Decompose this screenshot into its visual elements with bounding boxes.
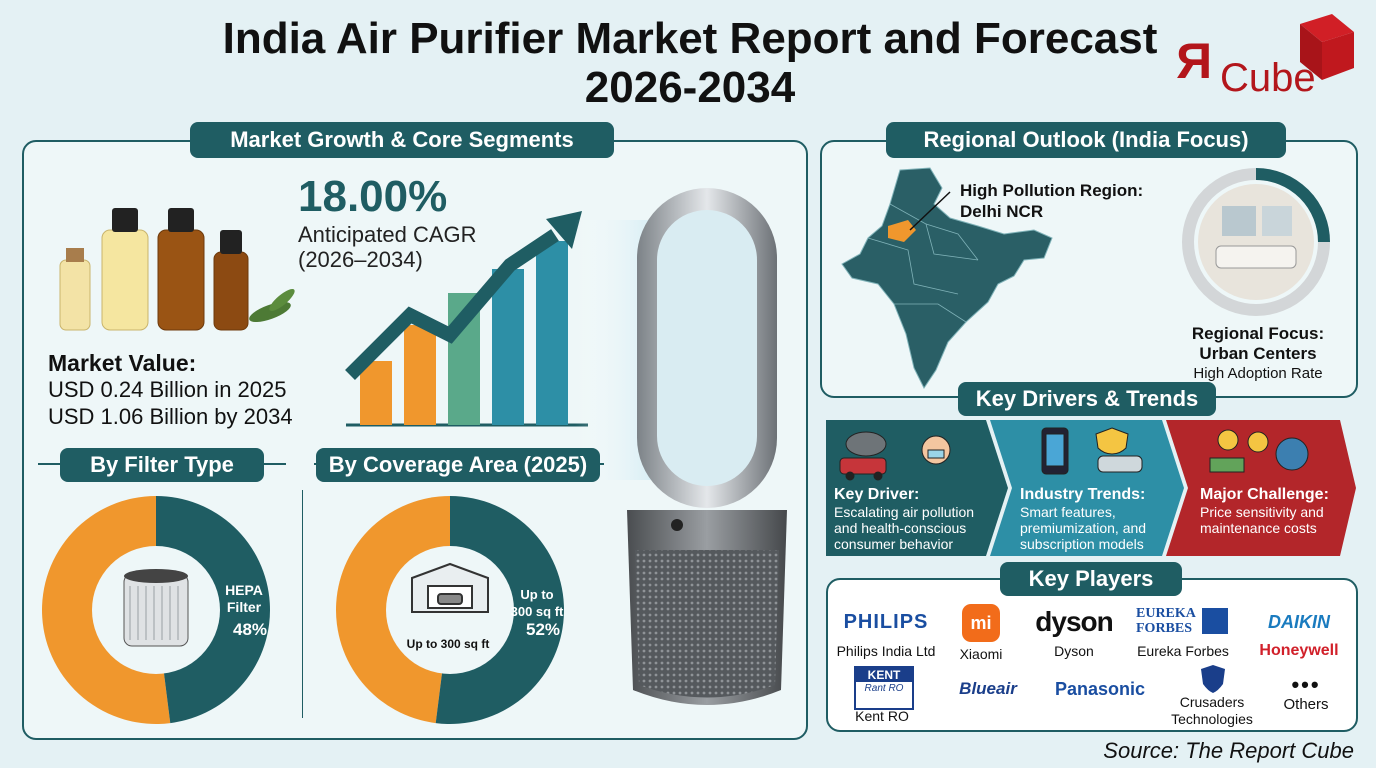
urban-ring (1180, 166, 1332, 318)
growth-bar (492, 269, 524, 425)
kent-subtext: Rant RO (864, 683, 904, 694)
cagr-label: Anticipated CAGR (2026–2034) (298, 222, 477, 272)
market-value-2034: USD 1.06 Billion by 2034 (48, 404, 293, 429)
player-others: Others (1283, 696, 1329, 713)
market-panel-heading: Market Growth & Core Segments (190, 122, 614, 158)
filter-label-2: Filter (226, 599, 262, 615)
driver-text-2a: Smart features, (1020, 504, 1116, 520)
page-title: India Air Purifier Market Report and For… (222, 14, 1158, 112)
growth-chart (340, 205, 590, 430)
growth-bar (360, 361, 392, 425)
india-map (838, 164, 1078, 394)
philips-logo: PHILIPS (843, 611, 929, 633)
india-map-icon (841, 167, 1053, 389)
driver-card-industry-trends: Industry Trends: Smart features, premium… (1020, 486, 1180, 552)
players-panel (826, 578, 1358, 732)
coverage-heading: By Coverage Area (2025) (316, 448, 600, 482)
xiaomi-logo: mi (962, 604, 1000, 642)
pollution-label-2: Delhi NCR (960, 202, 1044, 221)
driver-title-2: Industry Trends: (1020, 486, 1146, 503)
air-purifier-image (575, 180, 805, 725)
pollution-region: High Pollution Region: Delhi NCR (960, 180, 1143, 222)
growth-bar (536, 241, 568, 425)
eureka-forbes-icon (1202, 608, 1228, 634)
dyson-logo: dyson (1035, 606, 1113, 637)
regional-heading: Regional Outlook (India Focus) (886, 122, 1286, 158)
cagr-value: 18.00% (298, 172, 448, 221)
coverage-donut-chart (335, 496, 564, 724)
regional-focus: Regional Focus: Urban Centers High Adopt… (1160, 324, 1356, 383)
focus-line-2: Urban Centers (1199, 344, 1317, 363)
filter-donut-chart (42, 496, 270, 724)
player-crusaders: Crusaders Technologies (1171, 694, 1253, 727)
filter-type-heading: By Filter Type (60, 448, 264, 482)
driver-text-2c: subscription models (1020, 536, 1144, 552)
segment-divider (302, 490, 303, 718)
focus-line-3: High Adoption Rate (1193, 365, 1323, 382)
growth-bar (404, 325, 436, 425)
driver-card-challenge: Major Challenge: Price sensitivity and m… (1200, 486, 1350, 536)
driver-title-3: Major Challenge: (1200, 486, 1329, 503)
cagr-label-line-2: (2026–2034) (298, 247, 423, 272)
coverage-small-label: Up to 300 sq ft (406, 637, 490, 651)
coverage-segment-label: Up to 300 sq ft (502, 586, 572, 620)
drivers-heading: Key Drivers & Trends (958, 382, 1216, 416)
driver-text-1c: consumer behavior (834, 536, 954, 552)
eureka-forbes-logo: EUREKA FORBES (1136, 606, 1232, 636)
market-value-title: Market Value: (48, 350, 197, 376)
cagr-label-line-1: Anticipated CAGR (298, 222, 477, 247)
player-kent: Kent RO (855, 708, 909, 724)
player-xiaomi: Xiaomi (959, 646, 1003, 662)
player-eureka-forbes: Eureka Forbes (1137, 643, 1229, 659)
crusaders-icon (1200, 664, 1226, 694)
driver-card-key-driver: Key Driver: Escalating air pollution and… (834, 486, 1004, 552)
others-icon: ••• (1291, 672, 1321, 697)
market-value-2025: USD 0.24 Billion in 2025 (48, 377, 287, 402)
filter-donut (40, 494, 272, 726)
coverage-label-2: 300 sq ft (510, 604, 564, 619)
player-philips: Philips India Ltd (836, 643, 936, 659)
driver-text-2b: premiumization, and (1020, 520, 1147, 536)
coverage-donut (334, 494, 566, 726)
pollution-label-1: High Pollution Region: (960, 181, 1144, 200)
focus-line-1: Regional Focus: (1191, 324, 1325, 343)
driver-text-1b: and health-conscious (834, 520, 967, 536)
logo (1172, 10, 1362, 105)
player-dyson: Dyson (1054, 643, 1094, 659)
driver-title-1: Key Driver: (834, 486, 920, 503)
driver-text-3a: Price sensitivity and (1200, 504, 1324, 520)
driver-text-1a: Escalating air pollution (834, 504, 975, 520)
blueair-logo: Blueair (959, 679, 1017, 698)
oil-bottles-image (50, 200, 300, 340)
kent-wordmark: KENT (856, 668, 912, 682)
logo-r: R (1176, 33, 1213, 89)
source-credit: Source: The Report Cube (1103, 738, 1354, 763)
panasonic-logo: Panasonic (1054, 679, 1146, 699)
kent-logo: KENT Rant RO (854, 666, 914, 710)
coverage-pct: 52% (526, 620, 561, 639)
coverage-label-1: Up to (520, 587, 554, 602)
honeywell-logo: Honeywell (1259, 642, 1339, 659)
daikin-logo: DAIKIN (1268, 612, 1330, 632)
logo-text: Cube (1220, 56, 1316, 100)
growth-bars-icon (345, 211, 588, 427)
eureka-forbes-wordmark: EUREKA FORBES (1136, 606, 1196, 636)
filter-pct: 48% (233, 620, 268, 639)
players-heading: Key Players (1000, 562, 1182, 596)
filter-segment-label: HEPA Filter (214, 582, 274, 616)
drivers-strip (826, 420, 1356, 556)
driver-text-3b: maintenance costs (1200, 520, 1317, 536)
cube-logo-icon (1300, 14, 1354, 80)
filter-label-1: HEPA (225, 582, 263, 598)
